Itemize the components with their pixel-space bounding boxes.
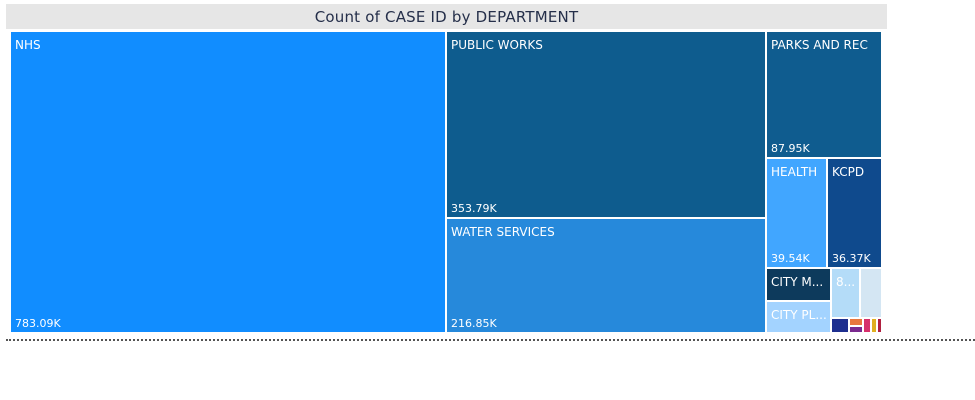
tile-value: 87.95K <box>771 142 810 155</box>
tile-value: 39.54K <box>771 252 810 265</box>
treemap-tile-nhs[interactable]: NHS 783.09K <box>10 31 446 333</box>
tile-value: 36.37K <box>832 252 871 265</box>
tile-label: WATER SERVICES <box>451 225 555 239</box>
treemap-tile-small[interactable] <box>849 326 863 333</box>
tile-value: 783.09K <box>15 317 61 330</box>
treemap-tile-small[interactable] <box>877 318 882 333</box>
treemap-tile-small[interactable] <box>849 318 863 326</box>
treemap-tile-8[interactable]: 8... <box>831 268 860 318</box>
tile-value: 353.79K <box>451 202 497 215</box>
tile-label: KCPD <box>832 165 865 179</box>
chart-title: Count of CASE ID by DEPARTMENT <box>314 7 579 26</box>
chart-title-bar: Count of CASE ID by DEPARTMENT <box>6 4 887 29</box>
treemap-tile-small[interactable] <box>863 318 871 333</box>
tile-label: CITY PL... <box>771 308 827 322</box>
dotted-divider <box>6 339 975 341</box>
tile-label: NHS <box>15 38 41 52</box>
treemap-tile-health[interactable]: HEALTH 39.54K <box>766 158 827 268</box>
tile-label: CITY M... <box>771 275 824 289</box>
treemap-tile-small[interactable] <box>831 318 849 333</box>
treemap-tile-small[interactable] <box>860 268 882 318</box>
treemap-tile-public-works[interactable]: PUBLIC WORKS 353.79K <box>446 31 766 218</box>
treemap-tile-small[interactable] <box>871 318 877 333</box>
tile-label: PUBLIC WORKS <box>451 38 543 52</box>
treemap-tile-parks-and-rec[interactable]: PARKS AND REC 87.95K <box>766 31 882 158</box>
treemap-tile-kcpd[interactable]: KCPD 36.37K <box>827 158 882 268</box>
tile-value: 216.85K <box>451 317 497 330</box>
tile-label: HEALTH <box>771 165 818 179</box>
tile-label: PARKS AND REC <box>771 38 868 52</box>
treemap-tile-city-m[interactable]: CITY M... <box>766 268 831 301</box>
treemap-tile-city-pl[interactable]: CITY PL... <box>766 301 831 333</box>
treemap-tile-water-services[interactable]: WATER SERVICES 216.85K <box>446 218 766 333</box>
tile-label: 8... <box>836 275 856 289</box>
